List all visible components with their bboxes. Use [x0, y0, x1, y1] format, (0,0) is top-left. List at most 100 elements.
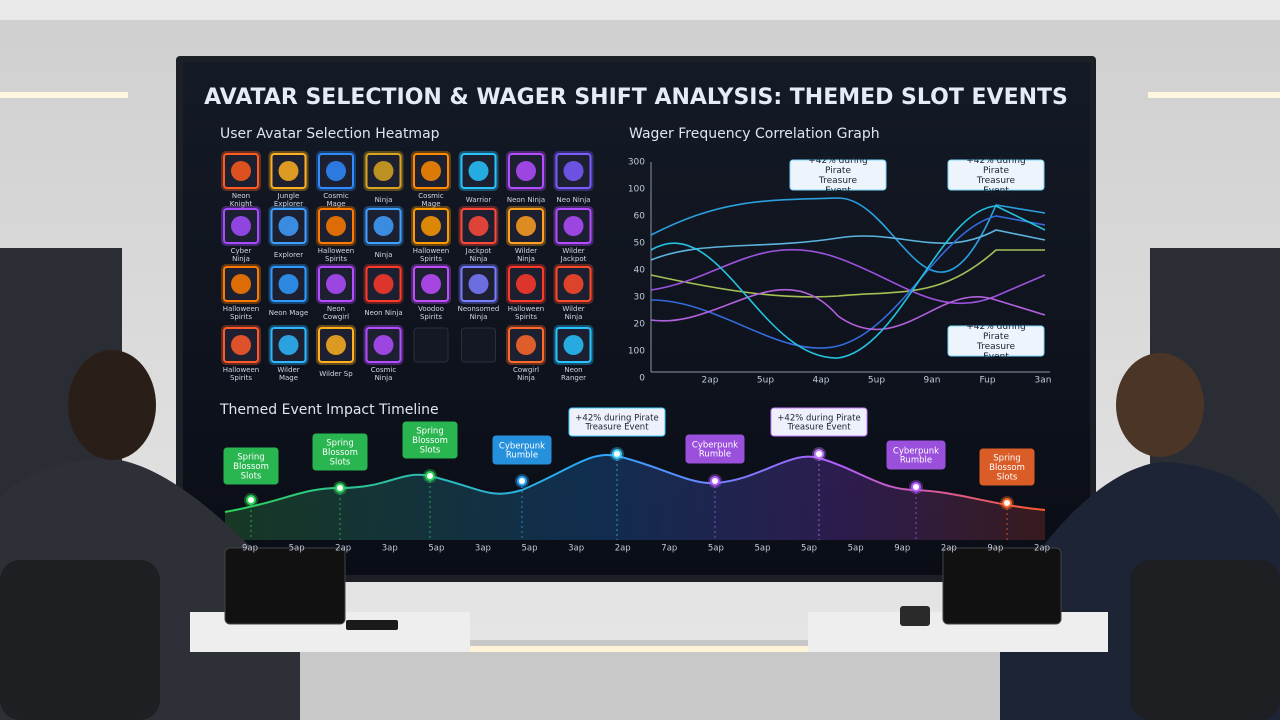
avatar-label-line: Ninja	[517, 374, 535, 382]
avatar-label-line: Cosmic	[371, 366, 397, 374]
curve	[650, 229, 1046, 261]
event-label: Spring Blossom Slots	[233, 452, 269, 481]
avatar-label-line: Spirits	[325, 255, 347, 263]
event-label-line: Slots	[330, 457, 351, 467]
avatar-icon	[231, 335, 251, 355]
y-tick-label: 300	[628, 158, 645, 168]
avatar-label-line: Ranger	[561, 374, 586, 382]
avatar-label-line: Spirits	[420, 255, 442, 263]
event-label-line: Slots	[420, 445, 441, 455]
person-right	[1000, 353, 1280, 720]
avatar-label: Neon Ranger	[561, 366, 586, 382]
avatar-icon	[373, 274, 394, 294]
head	[68, 350, 156, 460]
avatar-icon	[326, 216, 346, 236]
event-label: +42% during Pirate Treasure Event	[575, 413, 658, 432]
event-label-line: Spring	[416, 426, 443, 436]
event-label-line: Blossom	[233, 462, 269, 472]
avatar-label-line: Wilder	[277, 366, 299, 374]
event-box	[770, 407, 868, 437]
event-label-line: Spring	[237, 452, 264, 462]
avatar-label: Wilder Mage	[277, 366, 299, 382]
event-dot	[1002, 498, 1012, 508]
avatar-label-line: Jackpot	[560, 255, 587, 263]
avatar-label-line: Mage	[279, 374, 298, 382]
timeline-x-label: 5ap	[289, 544, 305, 554]
callout-text-line: Pirate	[825, 166, 851, 176]
event-label-line: Blossom	[412, 436, 448, 446]
event-label: Cyberpunk Rumble	[893, 446, 939, 465]
event-label: Cyberpunk Rumble	[692, 440, 738, 459]
avatar-label-line: Ninja	[517, 255, 535, 263]
event-label-line: Slots	[997, 472, 1018, 482]
curve	[650, 205, 1046, 359]
event-box	[223, 447, 279, 485]
timeline-x-label: 3ap	[382, 544, 398, 554]
x-tick-label: 9an	[924, 376, 941, 386]
avatar-label-line: Ninja	[470, 313, 488, 321]
avatar-icon	[326, 335, 346, 355]
avatar-label: Halloween Spirits	[223, 366, 260, 382]
event-label: +42% during Pirate Treasure Event	[777, 413, 860, 432]
avatar-label-line: Cowgirl	[323, 313, 349, 321]
avatar-icon	[563, 335, 584, 355]
avatar-label-line: Spirits	[515, 313, 537, 321]
callout-text-line: +42% during	[966, 156, 1025, 166]
y-tick-label: 100	[628, 347, 645, 357]
y-tick-label: 50	[634, 239, 646, 249]
event-label-line: Spring	[993, 453, 1020, 463]
avatar-label: Cowgirl Ninja	[513, 366, 539, 382]
event-label-line: Spring	[326, 438, 353, 448]
tablet	[224, 547, 346, 625]
timeline-x-label: 3ap	[568, 544, 584, 554]
light-strip	[0, 92, 128, 98]
avatar-icon	[516, 274, 536, 294]
callout-box	[947, 159, 1045, 191]
event-dot	[612, 449, 622, 459]
chair	[0, 560, 160, 720]
event-label-line: Blossom	[322, 448, 358, 458]
heatmap-title: User Avatar Selection Heatmap	[220, 126, 440, 142]
avatar-label: Halloween Spirits	[508, 305, 545, 321]
avatar-label-line: Ninja	[470, 255, 488, 263]
avatar-icon	[278, 216, 299, 236]
timeline-x-label: 2ap	[941, 544, 957, 554]
avatar-label-line: Neon	[327, 305, 345, 313]
avatar-icon	[563, 161, 584, 181]
avatar-label-line: Ninja	[232, 255, 250, 263]
x-tick-label: 5up	[868, 376, 885, 386]
event-dot	[911, 482, 921, 492]
avatar-icon	[468, 161, 489, 181]
avatar-icon	[421, 274, 441, 294]
tablet	[942, 547, 1062, 625]
x-tick-label: 4ap	[813, 376, 830, 386]
event-label-line: Treasure Event	[584, 422, 649, 432]
avatar-label-line: Warrior	[466, 196, 492, 204]
curve	[650, 248, 1046, 305]
timeline-x-label: 2ap	[1034, 544, 1050, 554]
avatar-icon	[278, 335, 299, 355]
chair	[1130, 560, 1280, 720]
callout-text-line: Treasure	[976, 341, 1016, 351]
event-label-line: +42% during Pirate	[777, 413, 860, 423]
avatar-label-line: Halloween	[508, 305, 545, 313]
timeline-x-label: 2ap	[335, 544, 351, 554]
avatar-label-line: Mage	[326, 200, 345, 208]
event-label-line: Rumble	[506, 450, 538, 460]
callout-text: +42% during Pirate Treasure Event	[966, 322, 1025, 362]
avatar-label: Neon Ninja	[364, 309, 402, 317]
event-dot	[710, 476, 720, 486]
avatar-icon	[421, 161, 441, 181]
avatar-label: Neon Ninja	[507, 196, 545, 204]
cup	[900, 606, 930, 626]
avatar-icon	[563, 216, 584, 236]
screen-title: AVATAR SELECTION & WAGER SHIFT ANALYSIS:…	[204, 85, 1068, 110]
head	[1116, 353, 1204, 457]
avatar-label-line: Neo Ninja	[557, 196, 591, 204]
avatar-icon	[516, 335, 536, 355]
timeline-x-label: 5ap	[801, 544, 817, 554]
avatar-icon	[278, 161, 299, 181]
avatar-label-line: Cowgirl	[513, 366, 539, 374]
timeline-x-label: 5ap	[428, 544, 444, 554]
